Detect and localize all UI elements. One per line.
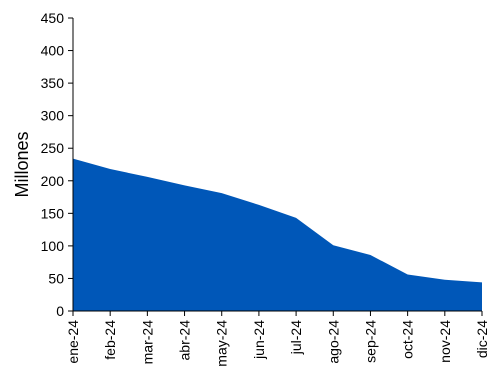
x-tick-label: ago-24: [325, 320, 341, 364]
x-tick-label: mar-24: [139, 320, 155, 365]
y-tick-label: 250: [41, 140, 65, 156]
y-tick-label: 100: [41, 238, 65, 254]
y-tick-label: 350: [41, 75, 65, 91]
x-axis: ene-24 feb-24 mar-24 abr-24 may-24 jun-24 jul-…: [65, 310, 490, 367]
y-tick-label: 200: [41, 173, 65, 189]
x-tick-label: sep-24: [362, 320, 378, 363]
y-tick-label: 300: [41, 108, 65, 124]
y-axis-title: Millones: [12, 131, 32, 197]
x-tick-label: jul-24: [288, 320, 304, 355]
x-tick-label: oct-24: [400, 320, 416, 359]
x-tick-label: may-24: [214, 320, 230, 367]
x-tick-label: abr-24: [177, 320, 193, 361]
x-tick-label: ene-24: [65, 320, 81, 364]
y-tick-label: 400: [41, 43, 65, 59]
area-series-0: [73, 158, 482, 311]
x-tick-label: jun-24: [251, 320, 267, 360]
y-axis: 0 50 100 150 200 250 300 350 400 450: [41, 10, 74, 319]
x-tick-label: nov-24: [437, 320, 453, 363]
x-tick-label: dic-24: [474, 320, 490, 358]
y-tick-label: 450: [41, 10, 65, 26]
plot-area: [73, 158, 482, 311]
y-tick-label: 0: [56, 303, 64, 319]
y-tick-label: 150: [41, 205, 65, 221]
x-tick-label: feb-24: [102, 320, 118, 360]
y-tick-label: 50: [48, 270, 64, 286]
